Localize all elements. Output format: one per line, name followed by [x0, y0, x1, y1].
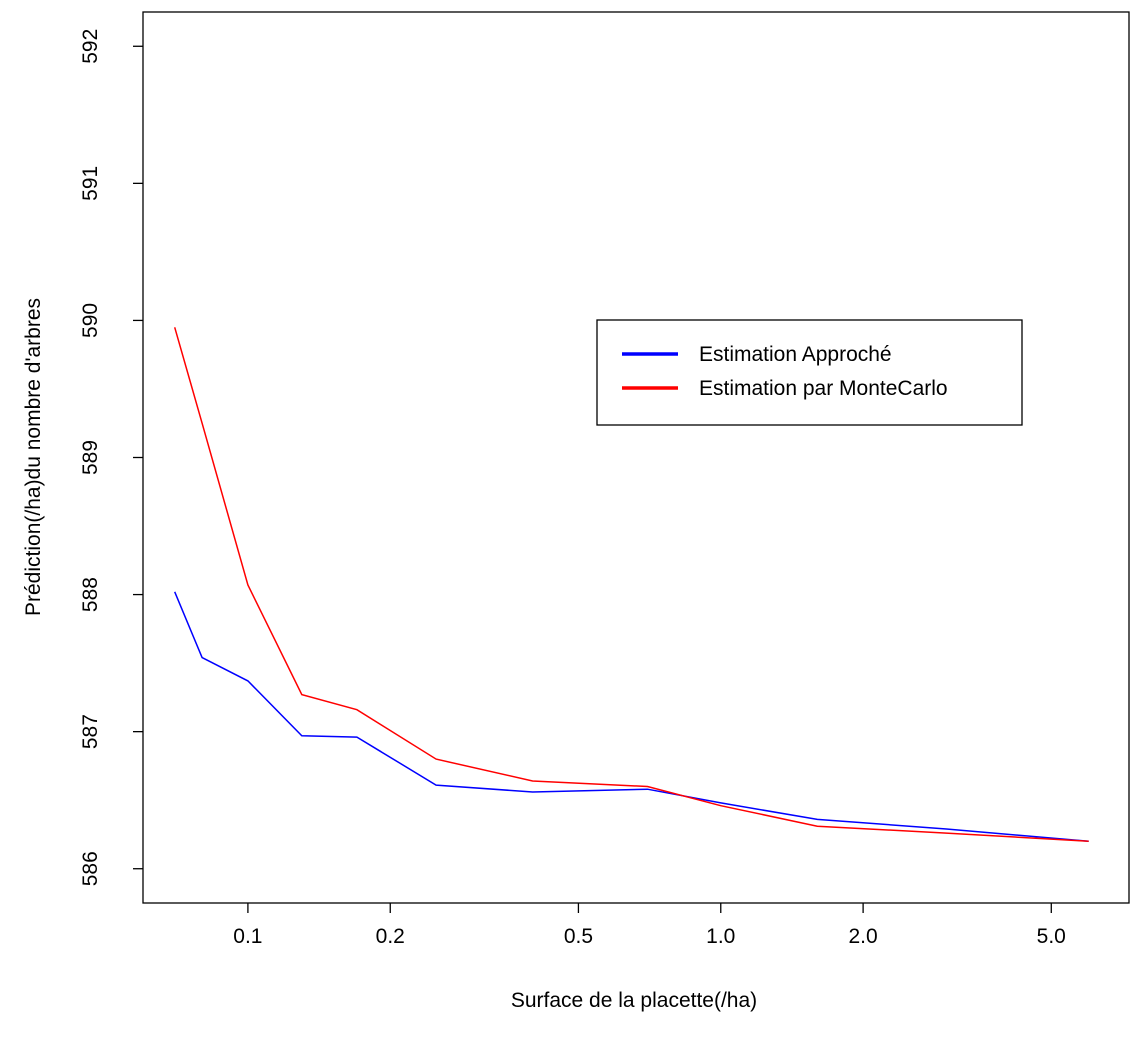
- x-tick-label: 1.0: [706, 925, 735, 948]
- series-layer: [173, 327, 1089, 843]
- y-axis: 586 587 588 589 590 591 592: [79, 29, 143, 886]
- y-tick-label: 590: [79, 303, 102, 338]
- y-tick-label: 592: [79, 29, 102, 64]
- legend-label-approche: Estimation Approché: [699, 343, 892, 366]
- legend-box: [596, 319, 1023, 426]
- y-tick-label: 591: [79, 166, 102, 201]
- x-tick-label: 0.1: [233, 925, 262, 948]
- y-tick-label: 587: [79, 714, 102, 749]
- y-tick-label: 588: [79, 577, 102, 612]
- legend: Estimation Approché Estimation par Monte…: [596, 319, 1023, 426]
- plot-frame: [142, 11, 1130, 904]
- y-tick-label: 586: [79, 851, 102, 886]
- series-line-montecarlo: [173, 327, 1089, 843]
- y-tick-label: 589: [79, 440, 102, 475]
- x-tick-label: 0.2: [376, 925, 405, 948]
- x-tick-label: 0.5: [564, 925, 593, 948]
- x-axis-title: Surface de la placette(/ha): [511, 989, 757, 1012]
- x-tick-label: 5.0: [1037, 925, 1066, 948]
- series-line-approche: [174, 591, 1089, 843]
- x-axis: 0.1 0.2 0.5 1.0 2.0 5.0: [233, 903, 1066, 948]
- x-tick-label: 2.0: [849, 925, 878, 948]
- y-axis-title: Prédiction(/ha)du nombre d'arbres: [22, 298, 45, 616]
- legend-label-montecarlo: Estimation par MonteCarlo: [699, 377, 948, 400]
